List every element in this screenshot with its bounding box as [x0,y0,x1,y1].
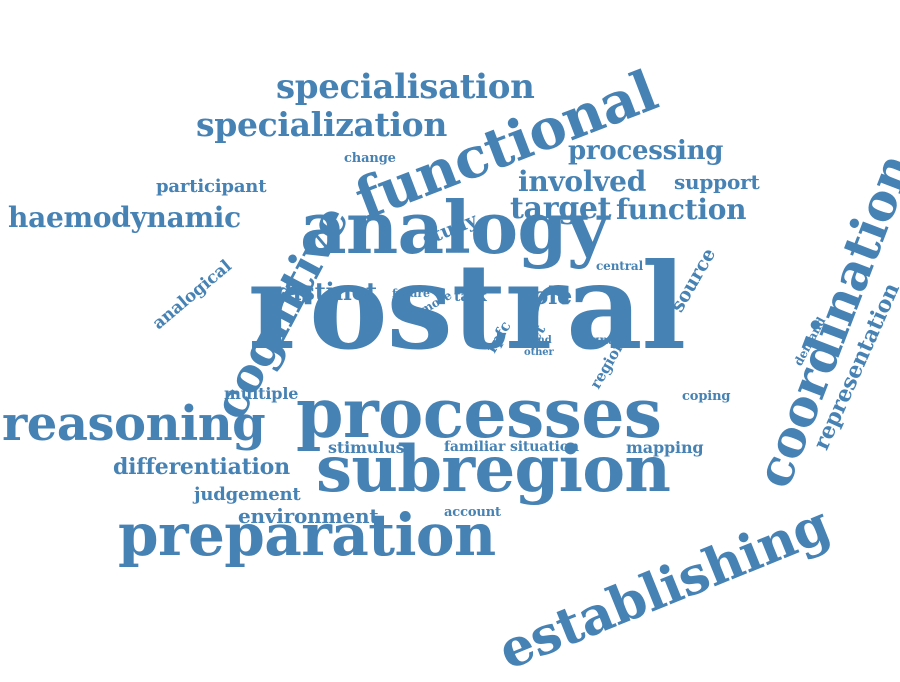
word-establishing: establishing [490,493,839,682]
word-signal: signal [580,333,621,347]
word-central: central [596,259,644,273]
word-processing: processing [568,136,724,166]
word-coping: coping [682,389,731,404]
word-stimulus: stimulus [328,438,405,457]
word-differentiation: differentiation [113,454,290,480]
word-specialization: specialization [196,105,448,144]
word-account: account [444,505,501,520]
word-analogy: analogy [300,185,609,270]
word-subregion: subregion [316,432,671,507]
word-cloud: rostral analogy processes subregion func… [2,58,900,682]
word-target: target [510,191,612,226]
word-distinct: distinct [276,277,377,306]
word-change: change [344,151,396,166]
word-specialisation: specialisation [276,67,535,107]
word-familiar: familiar [444,439,506,455]
word-preparation: preparation [118,501,496,569]
word-role: role [520,281,573,310]
word-processes: processes [296,374,662,454]
word-reasoning: reasoning [2,396,266,452]
word-participant: participant [156,176,267,197]
word-function: function [616,193,747,226]
word-judgement: judgement [194,484,301,505]
word-haemodynamic: haemodynamic [8,201,241,234]
word-mapping: mapping [626,438,704,457]
word-situation: situation [510,439,579,455]
word-future: future [392,287,430,300]
word-task: task [454,289,487,305]
word-hand: hand [524,335,552,346]
word-support: support [674,170,760,194]
word-analogical: analogical [148,256,236,334]
word-environment: environment [238,504,379,528]
word-other: other [524,347,554,358]
word-multiple: multiple [224,384,299,403]
word-involved: involved [518,165,646,198]
word-rostral: rostral [248,237,686,376]
